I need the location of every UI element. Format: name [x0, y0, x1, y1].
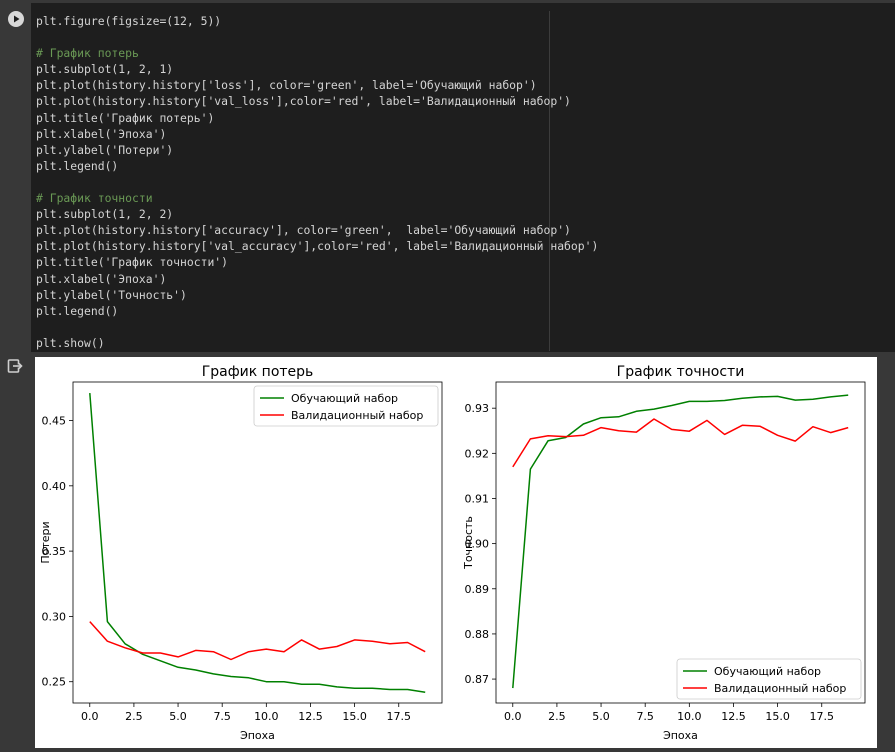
figure-canvas: График потерь 0.0 2.5 5.0 7.5 10.0 12.5 15.0 17.… [39, 364, 866, 742]
y-tick-label: 0.35 [42, 545, 67, 558]
code-line: plt.xlabel('Эпоха') [36, 126, 167, 141]
x-tick-label: 10.0 [254, 710, 279, 723]
code-line: plt.plot(history.history['val_loss'],col… [36, 94, 571, 109]
code-line: plt.figure(figsize=(12, 5)) [36, 14, 222, 28]
code-line: plt.legend() [36, 303, 119, 318]
code-line: plt.title('График точности') [36, 255, 229, 270]
series-line-2 [89, 621, 426, 661]
series-line-1 [512, 394, 849, 689]
code-line: # График потерь [36, 46, 139, 61]
code-line [36, 319, 598, 335]
y-axis-label: Потери [39, 521, 52, 563]
code-line: plt.ylabel('Потери') [36, 142, 174, 157]
code-line: plt.plot(history.history['loss'], color=… [36, 78, 537, 93]
y-tick-label: 0.87 [465, 673, 490, 686]
legend-label-1: Обучающий набор [291, 392, 398, 405]
code-line: plt.title('График потерь') [36, 110, 215, 125]
axes-frame [495, 381, 866, 704]
code-line: # График точности [36, 191, 153, 206]
code-line: plt.plot(history.history['accuracy'], co… [36, 223, 571, 238]
code-cell: plt.figure(figsize=(12, 5)) # График поте… [0, 0, 895, 352]
x-tick-label: 17.5 [809, 710, 834, 723]
y-tick-label: 0.91 [465, 492, 490, 505]
chart-title: График потерь [202, 364, 314, 380]
x-axis-label: Эпоха [663, 729, 698, 742]
legend-box [676, 658, 862, 700]
code-line: plt.legend() [36, 158, 119, 173]
y-tick-label: 0.88 [465, 628, 490, 641]
legend-box [253, 385, 439, 427]
x-tick-label: 5.0 [169, 710, 187, 723]
chart-title: График точности [617, 364, 745, 380]
x-tick-label: 10.0 [677, 710, 702, 723]
x-axis-label: Эпоха [240, 729, 275, 742]
code-editor[interactable]: plt.figure(figsize=(12, 5)) # График поте… [31, 3, 895, 352]
code-line: plt.plot(history.history['val_accuracy']… [36, 239, 599, 254]
legend-label-2: Валидационный набор [714, 682, 846, 695]
x-tick-label: 2.5 [125, 710, 143, 723]
x-tick-label: 15.0 [342, 710, 367, 723]
x-tick-label: 12.5 [721, 710, 746, 723]
x-tick-label: 0.0 [504, 710, 521, 723]
x-tick-label: 0.0 [81, 710, 99, 723]
x-tick-label: 5.0 [592, 710, 610, 723]
y-tick-label: 0.30 [42, 610, 67, 623]
code-line: plt.xlabel('Эпоха') [36, 271, 167, 286]
y-tick-label: 0.92 [465, 447, 490, 460]
legend-label-1: Обучающий набор [714, 665, 821, 678]
legend: Обучающий набор Валидационный набор [676, 658, 862, 700]
y-tick-label: 0.89 [465, 583, 490, 596]
code-line [36, 174, 598, 190]
chart-1: График потерь 0.0 2.5 5.0 7.5 10.0 12.5 15.0 17.… [39, 364, 443, 742]
matplotlib-figure: График потерь 0.0 2.5 5.0 7.5 10.0 12.5 15.0 17.… [35, 357, 877, 748]
y-tick-label: 0.45 [42, 415, 67, 428]
legend-label-2: Валидационный набор [291, 409, 423, 422]
code-line: plt.show() [36, 335, 105, 350]
code-line [36, 29, 598, 45]
axes-frame [72, 381, 443, 704]
y-tick-label: 0.25 [42, 676, 67, 689]
output-exit-icon [7, 359, 23, 373]
output-toggle-button[interactable] [7, 358, 23, 378]
x-tick-label: 7.5 [213, 710, 231, 723]
y-tick-label: 0.90 [465, 538, 490, 551]
play-circle-icon [14, 15, 20, 23]
x-tick-label: 12.5 [298, 710, 323, 723]
code-line: plt.subplot(1, 2, 1) [36, 62, 174, 77]
output-area: График потерь 0.0 2.5 5.0 7.5 10.0 12.5 15.0 17.… [0, 352, 895, 748]
legend: Обучающий набор Валидационный набор [253, 385, 439, 427]
y-tick-label: 0.40 [42, 480, 67, 493]
x-tick-label: 17.5 [386, 710, 411, 723]
x-tick-label: 7.5 [636, 710, 654, 723]
series-line-1 [89, 393, 426, 693]
chart-2: График точности 0.0 2.5 5.0 7.5 10.0 12.5 15.0 1… [462, 364, 866, 742]
code-lines: plt.figure(figsize=(12, 5)) # График поте… [36, 13, 598, 351]
y-axis-label: Точность [462, 516, 475, 570]
run-cell-button[interactable] [8, 11, 24, 27]
x-tick-label: 2.5 [548, 710, 566, 723]
y-tick-label: 0.93 [465, 402, 490, 415]
series-line-2 [512, 418, 849, 468]
code-line: plt.ylabel('Точность') [36, 287, 187, 302]
line-length-ruler [549, 11, 550, 351]
code-line: plt.subplot(1, 2, 2) [36, 207, 174, 222]
x-tick-label: 15.0 [765, 710, 790, 723]
